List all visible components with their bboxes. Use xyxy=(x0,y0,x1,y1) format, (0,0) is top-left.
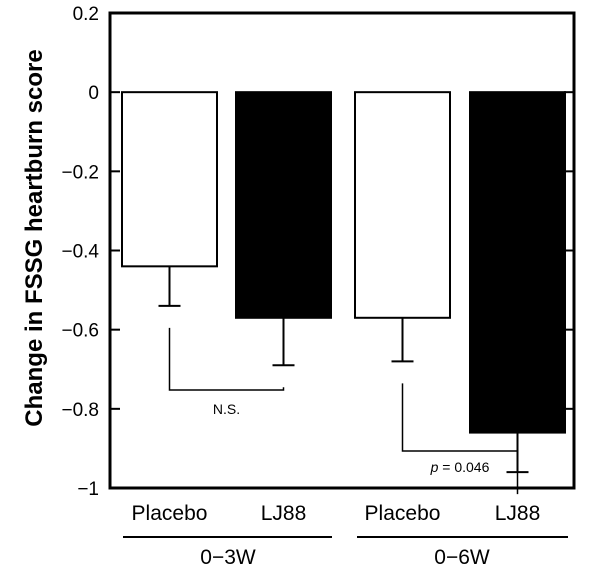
group-label-0-3w: 0−3W xyxy=(200,546,256,569)
y-tick-label: 0 xyxy=(88,83,99,104)
bar-placebo-0-3w xyxy=(121,91,218,268)
group-label-0-6w: 0−6W xyxy=(434,546,490,569)
annotation-p-value: p = 0.046 xyxy=(430,459,490,475)
annotation-ns: N.S. xyxy=(213,401,240,417)
y-tick-label: −0.6 xyxy=(61,321,99,342)
x-category-label: Placebo xyxy=(365,502,441,525)
y-ticks: 0.2 0 −0.2 −0.4 −0.6 −0.8 −1 xyxy=(61,4,574,500)
bar-lj88-0-6w xyxy=(469,91,566,434)
x-category-labels: Placebo LJ88 Placebo LJ88 xyxy=(132,502,541,525)
y-tick-label: −0.2 xyxy=(61,162,99,183)
y-tick-label: −0.8 xyxy=(61,400,99,421)
bars-layer xyxy=(121,91,566,434)
y-axis-label: Change in FSSG heartburn score xyxy=(21,49,48,426)
y-tick-label: 0.2 xyxy=(73,4,99,25)
x-category-label: Placebo xyxy=(132,502,208,525)
bar-lj88-0-3w xyxy=(235,91,332,319)
significance-bracket xyxy=(401,383,519,495)
y-tick-label: −1 xyxy=(77,479,99,500)
x-category-label: LJ88 xyxy=(495,502,541,525)
y-tick-label: −0.4 xyxy=(61,242,99,263)
brackets-layer xyxy=(168,327,519,495)
annotations: N.S. p = 0.046 xyxy=(213,401,490,475)
significance-bracket xyxy=(168,327,285,391)
x-category-label: LJ88 xyxy=(261,502,307,525)
bar-placebo-0-6w xyxy=(354,91,451,319)
